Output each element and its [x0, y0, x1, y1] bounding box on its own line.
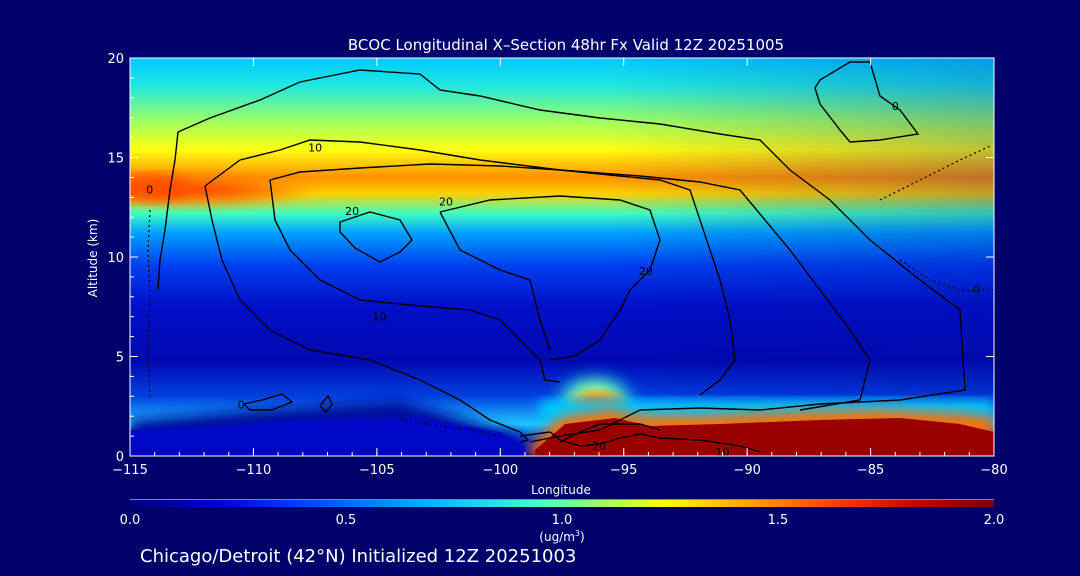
colorbar-label: (ug/m3): [539, 529, 584, 544]
colorbar-tick-label: 1.0: [552, 513, 573, 528]
contour-label: 20: [639, 265, 653, 278]
x-axis-ticks: −115 −110 −105 −100 −95 −90 −85 −80: [112, 58, 1008, 478]
contour-label: 0: [146, 183, 153, 196]
contour-lines: [147, 61, 994, 453]
colorbar: [130, 500, 994, 507]
contour-label: 0: [973, 283, 980, 296]
x-tick-label: −100: [482, 463, 518, 478]
chart-subtitle: Chicago/Detroit (42°N) Initialized 12Z 2…: [140, 546, 576, 567]
contour-label: 0: [238, 398, 245, 411]
x-tick-label: −90: [733, 463, 760, 478]
colorbar-tick-label: 0.0: [120, 513, 141, 528]
x-tick-label: −115: [112, 463, 148, 478]
heatmap-field: [130, 58, 994, 456]
chart-title: BCOC Longitudinal X–Section 48hr Fx Vali…: [348, 36, 784, 54]
y-tick-label: 5: [116, 351, 124, 366]
colorbar-tick-label: 1.5: [768, 513, 789, 528]
x-tick-label: −95: [610, 463, 637, 478]
contour-label: 20: [345, 205, 359, 218]
colorbar-tick-label: 2.0: [984, 513, 1005, 528]
y-tick-label: 20: [107, 52, 124, 67]
x-tick-label: −80: [980, 463, 1007, 478]
y-axis-label: Altitude (km): [86, 219, 100, 298]
y-tick-label: 15: [107, 152, 124, 167]
y-axis-ticks: 0 5 10 15 20: [107, 52, 994, 465]
contour-label: 10: [372, 311, 386, 324]
x-axis-label: Longitude: [531, 483, 591, 497]
contour-label: 10: [308, 142, 322, 155]
x-tick-label: −105: [359, 463, 395, 478]
y-tick-label: 10: [107, 251, 124, 266]
contour-label: 0: [892, 100, 899, 113]
colorbar-tick-label: 0.5: [336, 513, 357, 528]
contour-label: 20: [439, 195, 453, 208]
y-tick-label: 0: [116, 450, 124, 465]
colorbar-ticks: 0.0 0.5 1.0 1.5 2.0: [120, 513, 1005, 528]
contour-label: 20: [592, 440, 606, 453]
x-tick-label: −110: [236, 463, 272, 478]
x-tick-label: −85: [857, 463, 884, 478]
